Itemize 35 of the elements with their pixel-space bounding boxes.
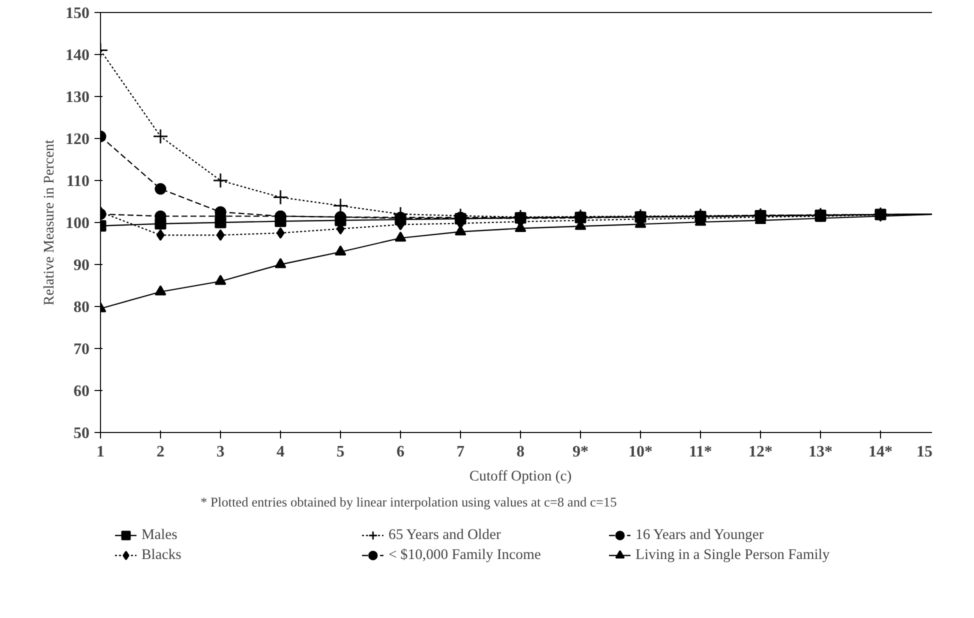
x-tick-label: 11* [688, 444, 712, 460]
x-tick-label: 14* [868, 444, 892, 460]
x-tick-label: 13* [808, 444, 832, 460]
y-tick-label: 140 [66, 47, 90, 64]
y-tick-label: 90 [74, 257, 90, 274]
y-tick-label: 60 [74, 383, 90, 400]
y-tick-label: 50 [74, 425, 90, 442]
y-tick-label: 150 [66, 5, 90, 22]
x-tick-label: 10* [628, 444, 652, 460]
x-tick-label: 3 [216, 444, 224, 460]
y-tick-label: 70 [74, 341, 90, 358]
x-tick-label: 15 [916, 444, 932, 460]
y-tick-label: 100 [66, 215, 90, 232]
y-tick-label: 80 [74, 299, 90, 316]
x-tick-label: 2 [156, 444, 164, 460]
x-tick-label: 5 [336, 444, 344, 460]
x-tick-label: 8 [516, 444, 524, 460]
x-tick-label: 9* [572, 444, 588, 460]
y-tick-label: 110 [66, 173, 90, 190]
text: * Plotted entries obtained by linear interpolation using values at c=8 and c=15 [200, 494, 618, 510]
y-axis-title: Relative Measure in Percent [42, 140, 58, 306]
legend-label: Blacks [142, 546, 182, 564]
x-tick-label: 6 [396, 444, 404, 460]
legend-label: < $10,000 Family Income [388, 546, 542, 564]
x-axis-title: Cutoff Option (c) [469, 468, 572, 484]
y-tick-label: 120 [66, 131, 90, 148]
legend-label: 65 Years and Older [388, 526, 502, 544]
x-tick-label: 12* [748, 444, 772, 460]
legend-label: Living in a Single Person Family [636, 546, 831, 564]
x-tick-label: 7 [456, 444, 464, 460]
legend-label: 16 Years and Younger [636, 526, 765, 544]
legend-label: Males [142, 526, 178, 544]
y-tick-label: 130 [66, 89, 90, 106]
x-tick-label: 4 [276, 444, 284, 460]
x-tick-label: 1 [96, 444, 104, 460]
